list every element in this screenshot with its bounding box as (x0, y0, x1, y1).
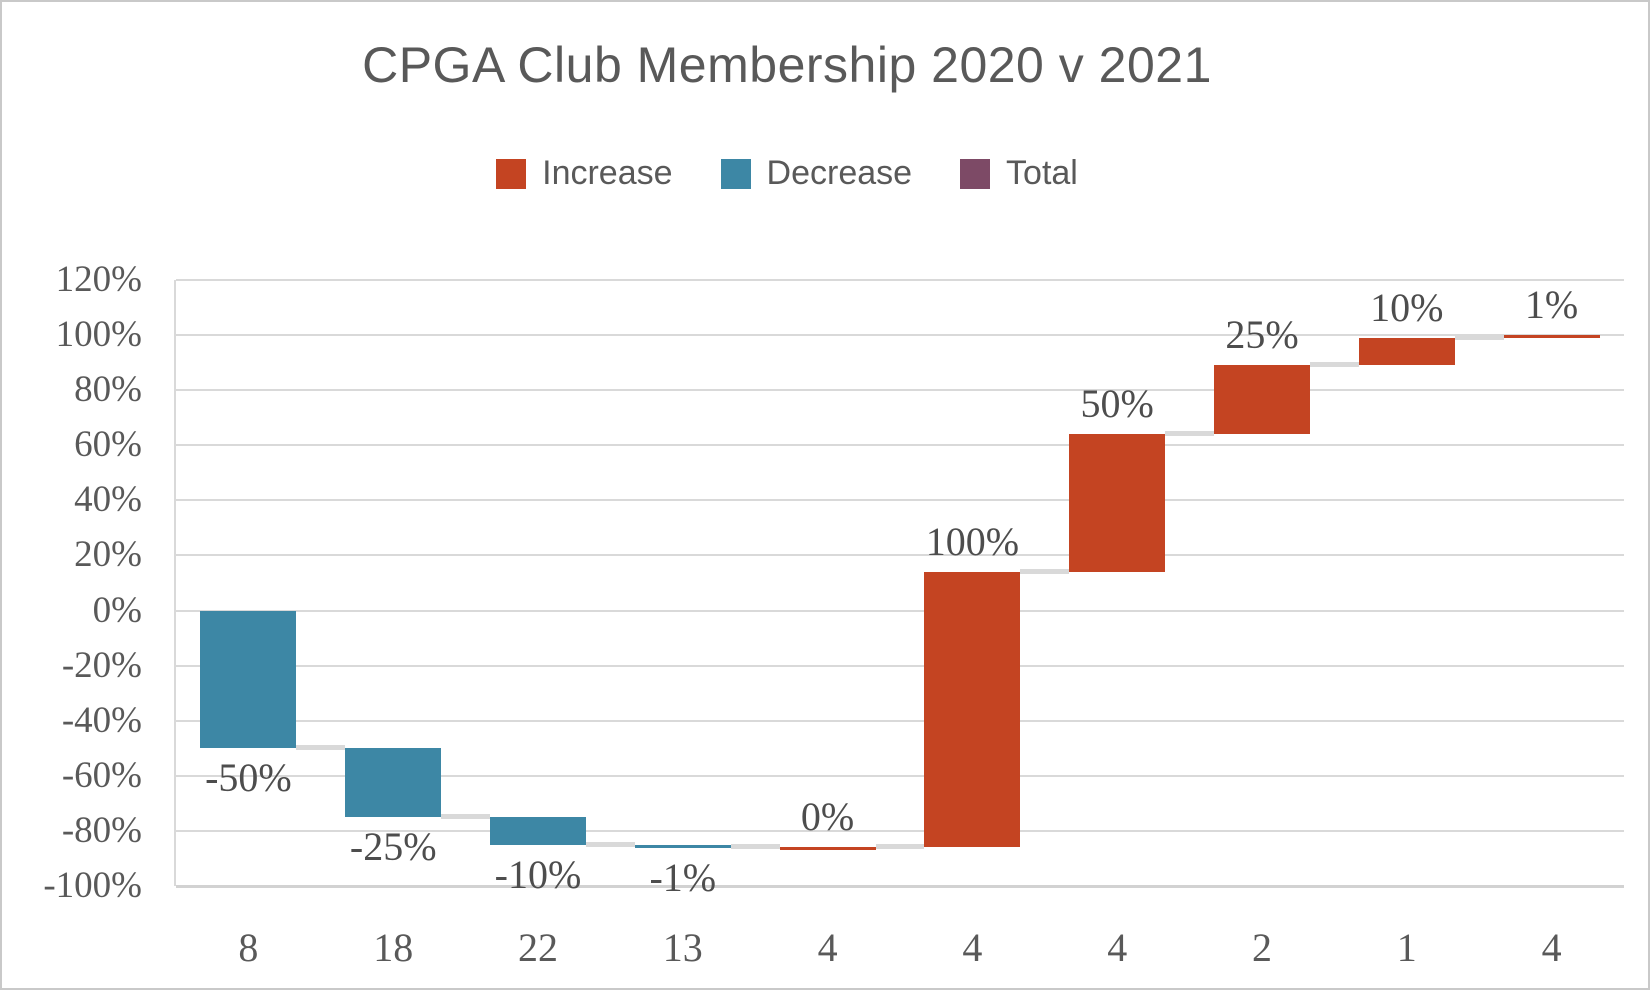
bar-decrease (634, 844, 731, 848)
connector-line (1454, 335, 1504, 340)
chart-title: CPGA Club Membership 2020 v 2021 (362, 37, 1212, 93)
gridline (176, 279, 1624, 281)
y-axis-tick-label: -80% (61, 810, 142, 851)
legend-label: Total (1006, 154, 1078, 192)
data-label: 1% (1524, 282, 1579, 328)
y-axis-tick-label: -20% (61, 645, 142, 686)
y-axis-tick-label: -60% (61, 755, 142, 796)
gridline (176, 720, 1624, 722)
data-label: -10% (494, 851, 582, 897)
x-axis-category-label: 1 (1396, 925, 1417, 970)
y-axis-tick-label: 60% (74, 424, 142, 465)
y-axis-tick-label: -40% (61, 700, 142, 741)
data-label: 50% (1080, 381, 1154, 427)
y-axis-tick-label: 40% (74, 479, 142, 520)
legend-item-increase: Increase (496, 154, 673, 193)
plot-area: 120% 100% 80% 60% 40% 20% 0% -20% -40% -60% -80% -1… (43, 260, 1624, 970)
data-label: 25% (1225, 312, 1299, 358)
y-axis-tick-label: 80% (74, 369, 142, 410)
legend-label: Decrease (766, 154, 913, 192)
data-label: -1% (649, 854, 717, 900)
x-axis-category-label: 4 (962, 925, 983, 970)
gridline (176, 389, 1624, 391)
connector-line (441, 814, 490, 819)
y-axis-tick-label: -100% (43, 865, 142, 906)
x-axis-category-label: 4 (817, 925, 838, 970)
connector-line (1165, 431, 1214, 436)
gridline (176, 444, 1624, 446)
legend-item-decrease: Decrease (720, 154, 913, 193)
gridline (176, 885, 1624, 888)
y-axis-tick-label: 20% (74, 534, 142, 575)
legend-swatch-decrease (720, 158, 751, 189)
bar-increase (1358, 337, 1455, 366)
bar-increase (779, 847, 876, 851)
bar-increase (924, 571, 1021, 848)
bar-decrease (490, 817, 586, 845)
x-axis-category-label: 4 (1541, 925, 1562, 970)
x-axis-category-label: 2 (1251, 925, 1272, 970)
data-label: -25% (349, 824, 437, 870)
connector-line (875, 844, 925, 849)
data-label: -50% (205, 755, 292, 801)
y-axis-tick-label: 120% (55, 259, 142, 300)
gridline (176, 334, 1624, 336)
legend-item-total: Total (960, 154, 1078, 193)
data-label: 10% (1370, 284, 1444, 330)
gridline (176, 554, 1624, 556)
bar-increase (1069, 434, 1166, 572)
legend-swatch-total (960, 158, 991, 189)
legend-swatch-increase (496, 158, 527, 189)
bar-decrease (200, 610, 297, 749)
data-label: 100% (925, 518, 1020, 564)
bar-decrease (345, 748, 442, 818)
gridline (176, 610, 1624, 612)
connector-line (730, 844, 780, 849)
x-axis-category-label: 8 (238, 925, 259, 970)
legend-label: Increase (542, 154, 673, 192)
connector-line (1310, 362, 1359, 367)
gridline (176, 830, 1624, 832)
data-label: 0% (800, 794, 855, 840)
x-axis-category-label: 4 (1107, 925, 1128, 970)
bar-increase (1503, 335, 1600, 339)
connector-line (586, 842, 635, 847)
y-axis-tick-label: 100% (55, 314, 142, 355)
x-axis-category-label: 13 (662, 925, 703, 970)
connector-line (1020, 569, 1070, 574)
gridline (176, 499, 1624, 501)
gridline (176, 775, 1624, 777)
connector-line (296, 745, 346, 750)
legend: Increase Decrease Total (2, 154, 1572, 193)
x-axis-category-label: 18 (373, 925, 414, 970)
y-axis-tick-label: 0% (92, 590, 142, 631)
gridline (176, 665, 1624, 667)
bar-increase (1214, 365, 1310, 435)
x-axis-category-label: 22 (517, 925, 558, 970)
